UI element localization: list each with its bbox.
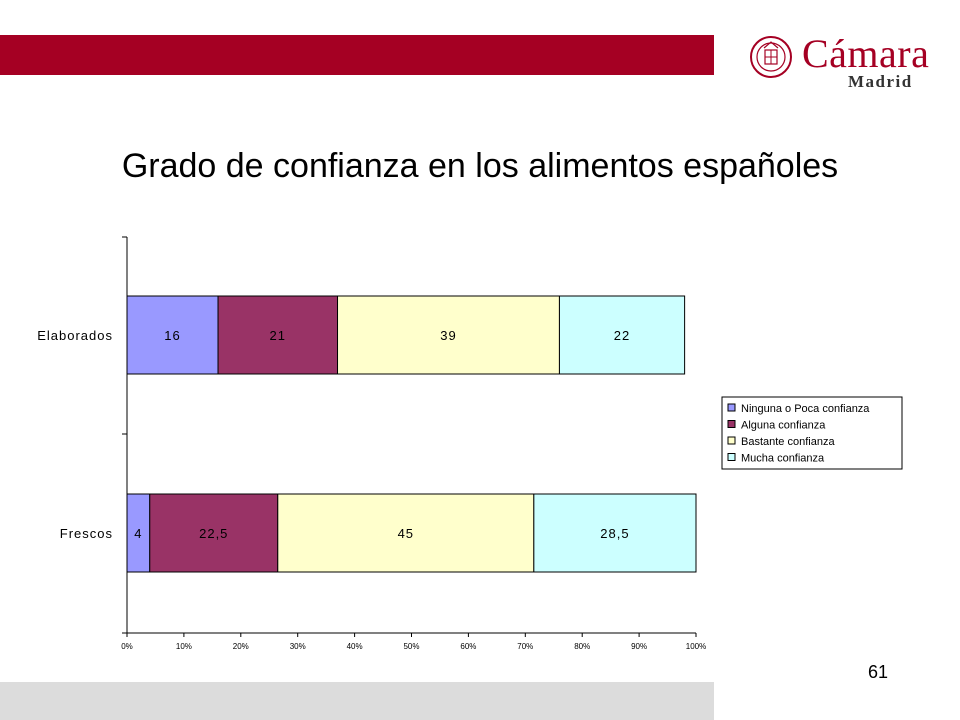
- stacked-bar-chart: 0% 10% 20% 30% 40% 50% 60% 70% 80% 90% 100% Elabora…: [37, 236, 903, 651]
- data-label: 16: [164, 328, 180, 343]
- legend-label: Mucha confianza: [741, 453, 825, 465]
- legend-box: [721, 396, 903, 470]
- page-title: Grado de confianza en los alimentos espa…: [121, 147, 839, 185]
- legend-swatch: [727, 420, 736, 428]
- x-tick-label: 60%: [460, 642, 476, 651]
- footer-bar: [0, 682, 714, 720]
- x-tick-label: 0%: [121, 642, 133, 651]
- seal-icon: [750, 36, 792, 78]
- data-label: 28,5: [600, 526, 629, 541]
- logo-city: Madrid: [848, 72, 913, 91]
- bar-segment: [277, 493, 535, 573]
- data-label: 4: [134, 526, 142, 541]
- data-label: 22: [614, 328, 630, 343]
- category-label: Elaborados: [37, 328, 113, 343]
- x-tick-label: 80%: [574, 642, 590, 651]
- x-tick-label: 70%: [517, 642, 533, 651]
- x-tick-label: 40%: [347, 642, 363, 651]
- camara-madrid-logo: Cámara Madrid: [748, 32, 948, 96]
- page-number: 61: [868, 662, 889, 682]
- bar-segment: [558, 295, 686, 375]
- x-tick-label: 30%: [290, 642, 306, 651]
- data-label: 21: [270, 328, 286, 343]
- category-label: Frescos: [60, 526, 113, 541]
- bar-segment: [217, 295, 339, 375]
- bar-segment: [126, 295, 219, 375]
- legend-label: Alguna confianza: [741, 420, 826, 432]
- bar-segment: [337, 295, 560, 375]
- data-label: 45: [398, 526, 414, 541]
- data-label: 39: [440, 328, 456, 343]
- x-tick-label: 90%: [631, 642, 647, 651]
- x-tick-label: 20%: [233, 642, 249, 651]
- legend-swatch: [727, 403, 736, 412]
- bar-segment: [533, 493, 697, 573]
- legend-swatch: [727, 453, 736, 461]
- x-tick-label: 10%: [176, 642, 192, 651]
- bar-segment: [149, 493, 279, 573]
- x-tick-label: 100%: [686, 642, 706, 651]
- header-bar: [0, 35, 714, 75]
- x-tick-label: 50%: [403, 642, 419, 651]
- legend-swatch: [727, 436, 736, 445]
- logo-wordmark: Cámara: [802, 31, 930, 76]
- data-label: 22,5: [199, 526, 228, 541]
- legend-label: Ninguna o Poca confianza: [741, 403, 870, 415]
- legend-label: Bastante confianza: [741, 436, 835, 448]
